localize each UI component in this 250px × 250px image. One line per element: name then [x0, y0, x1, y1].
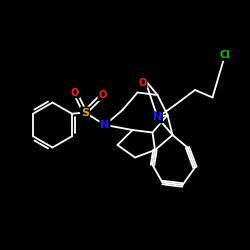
Text: S: S	[81, 108, 89, 118]
Text: N: N	[153, 112, 162, 122]
Text: Cl: Cl	[220, 50, 230, 60]
Text: O: O	[138, 78, 146, 88]
Text: N: N	[100, 120, 110, 130]
Text: O: O	[98, 90, 106, 100]
Text: O: O	[71, 88, 79, 98]
